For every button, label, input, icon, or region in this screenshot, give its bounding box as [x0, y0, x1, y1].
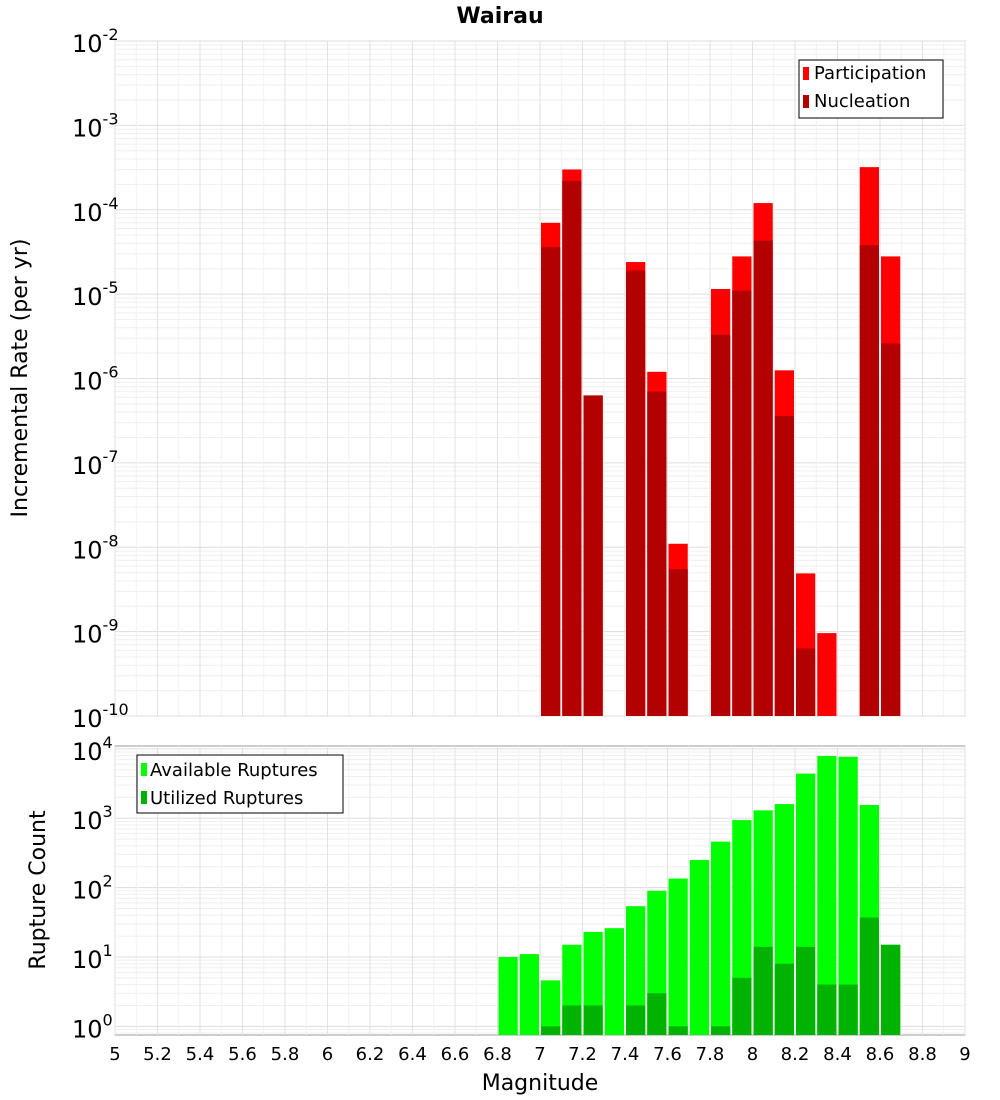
y-tick-label: 10-10: [72, 700, 129, 733]
bottom-bar-utilized-ruptures: [774, 963, 794, 1035]
bottom-bar-available-ruptures: [541, 980, 561, 1035]
bottom-bar-utilized-ruptures: [668, 1026, 688, 1035]
bottom-bar-available-ruptures: [626, 906, 646, 1035]
top-bar-nucleation: [562, 180, 582, 717]
bottom-bar-utilized-ruptures: [647, 993, 667, 1035]
y-tick-label: 103: [72, 802, 113, 835]
top-bar-nucleation: [753, 240, 773, 716]
top-bar-nucleation: [732, 290, 752, 716]
x-tick-label: 7.4: [611, 1044, 640, 1065]
legend-participation-label: Participation: [814, 63, 926, 84]
x-tick-label: 6.4: [398, 1044, 427, 1065]
y-tick-label: 10-9: [72, 616, 119, 649]
bottom-bar-available-ruptures: [604, 928, 624, 1035]
bottom-bar-utilized-ruptures: [711, 1026, 731, 1035]
bottom-bar-available-ruptures: [668, 878, 688, 1035]
top-bars: [541, 167, 901, 717]
legend-utilized-swatch: [141, 791, 147, 804]
top-bar-nucleation: [881, 343, 901, 716]
x-tick-label: 8.6: [866, 1044, 895, 1065]
y-tick-label: 10-3: [72, 109, 119, 142]
bottom-bar-utilized-ruptures: [881, 944, 901, 1035]
y-tick-label: 10-2: [72, 25, 119, 58]
x-tick-label: 8.8: [908, 1044, 937, 1065]
y-tick-label: 10-8: [72, 531, 119, 564]
x-tick-label: 5: [109, 1044, 120, 1065]
top-plot: 10-2 10-3 10-4 10-5 10-6 10-7 10-8 10-9 10-10 In…: [8, 25, 966, 733]
legend-utilized-label: Utilized Ruptures: [150, 788, 303, 809]
top-bar-nucleation: [583, 395, 603, 716]
bottom-bar-utilized-ruptures: [753, 946, 773, 1035]
legend-nucleation-label: Nucleation: [814, 91, 910, 112]
x-tick-label: 8: [747, 1044, 758, 1065]
x-tick-label: 5.8: [271, 1044, 300, 1065]
bottom-bar-available-ruptures: [817, 755, 837, 1035]
y-tick-label: 104: [72, 733, 113, 766]
legend-available-swatch: [141, 763, 147, 776]
top-bar-nucleation: [541, 247, 561, 716]
y-tick-label: 102: [72, 872, 113, 905]
x-tick-label: 7.8: [696, 1044, 725, 1065]
x-tick-label: 6: [322, 1044, 333, 1065]
x-tick-label: 6.6: [441, 1044, 470, 1065]
y-tick-label: 100: [72, 1010, 113, 1043]
top-bar-nucleation: [859, 245, 879, 716]
x-tick-label: 7.6: [653, 1044, 682, 1065]
top-bar-nucleation: [711, 334, 731, 716]
bottom-bar-utilized-ruptures: [817, 984, 837, 1035]
bottom-bars: [498, 755, 901, 1035]
bottom-bar-available-ruptures: [711, 841, 731, 1035]
bottom-y-tick-labels: 104 103 102 101 100: [72, 733, 113, 1043]
top-bar-nucleation: [774, 415, 794, 716]
legend-nucleation-swatch: [803, 95, 809, 108]
bottom-plot: 104 103 102 101 100 5 5.2 5.4 5.6 5.8 6 6.2 6.4 6.6 6…: [26, 733, 971, 1096]
x-tick-label: 7: [534, 1044, 545, 1065]
bottom-bar-utilized-ruptures: [562, 1005, 582, 1035]
bottom-legend-box: [136, 754, 344, 814]
top-legend: Participation Nucleation: [798, 59, 944, 119]
y-tick-label: 10-5: [72, 278, 119, 311]
bottom-legend: Available Ruptures Utilized Ruptures: [136, 754, 344, 814]
bottom-bar-available-ruptures: [498, 956, 518, 1035]
x-tick-label: 6.8: [483, 1044, 512, 1065]
y-tick-label: 10-6: [72, 363, 119, 396]
y-tick-label: 10-4: [72, 194, 119, 227]
x-tick-label: 9: [959, 1044, 970, 1065]
bottom-bar-available-ruptures: [838, 756, 858, 1035]
bottom-bar-available-ruptures: [519, 954, 539, 1035]
x-axis-label: Magnitude: [482, 1071, 599, 1096]
legend-available-label: Available Ruptures: [150, 760, 318, 781]
bottom-bar-utilized-ruptures: [626, 1005, 646, 1035]
bottom-bar-utilized-ruptures: [732, 977, 752, 1035]
x-tick-label: 5.4: [186, 1044, 215, 1065]
x-tick-label: 8.2: [781, 1044, 810, 1065]
x-tick-label: 8.4: [823, 1044, 852, 1065]
bottom-bar-utilized-ruptures: [583, 1005, 603, 1035]
chart-title: Wairau: [456, 4, 543, 29]
x-tick-labels: 5 5.2 5.4 5.6 5.8 6 6.2 6.4 6.6 6.8 7 7.2 7.4 7.6 7.8 8…: [109, 1044, 970, 1065]
y-tick-label: 10-7: [72, 447, 119, 480]
top-bar-nucleation: [647, 391, 667, 716]
x-tick-label: 7.2: [568, 1044, 597, 1065]
top-y-axis-label: Incremental Rate (per yr): [8, 239, 33, 518]
x-tick-label: 5.6: [228, 1044, 257, 1065]
bottom-bar-utilized-ruptures: [838, 984, 858, 1035]
x-tick-label: 6.2: [356, 1044, 385, 1065]
bottom-bar-utilized-ruptures: [796, 946, 816, 1035]
top-bar-nucleation: [626, 270, 646, 716]
bottom-bar-utilized-ruptures: [859, 917, 879, 1035]
bottom-bar-available-ruptures: [689, 860, 709, 1035]
bottom-bar-utilized-ruptures: [541, 1026, 561, 1035]
top-bar-nucleation: [796, 648, 816, 716]
top-y-tick-labels: 10-2 10-3 10-4 10-5 10-6 10-7 10-8 10-9 10-10: [72, 25, 129, 733]
top-legend-box: [798, 59, 944, 119]
x-tick-label: 5.2: [143, 1044, 172, 1065]
top-bar-nucleation: [668, 569, 688, 716]
y-tick-label: 101: [72, 941, 113, 974]
top-gridlines: [114, 40, 966, 717]
top-bar-participation: [817, 633, 837, 716]
bottom-y-axis-label: Rupture Count: [26, 810, 51, 970]
legend-participation-swatch: [803, 67, 809, 80]
